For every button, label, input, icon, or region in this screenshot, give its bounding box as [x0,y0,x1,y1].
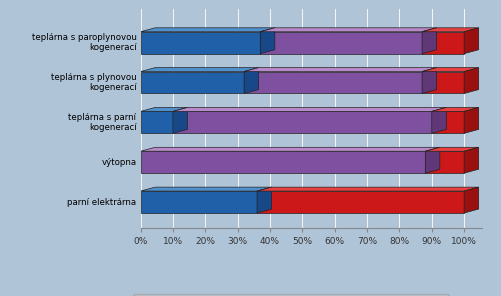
Polygon shape [431,111,463,133]
Polygon shape [140,28,274,32]
Polygon shape [431,107,478,111]
Polygon shape [260,32,421,54]
Polygon shape [140,191,257,213]
Polygon shape [431,107,445,133]
Polygon shape [463,28,478,54]
Polygon shape [424,147,478,151]
Polygon shape [140,187,271,191]
Polygon shape [421,28,436,54]
Polygon shape [243,67,436,72]
Polygon shape [140,151,424,173]
Polygon shape [172,111,431,133]
Polygon shape [140,107,187,111]
Polygon shape [140,147,439,151]
Polygon shape [243,67,258,94]
Polygon shape [424,151,463,173]
Polygon shape [260,28,274,54]
Polygon shape [140,111,172,133]
Polygon shape [172,107,445,111]
Polygon shape [463,67,478,94]
Polygon shape [421,72,463,94]
Polygon shape [172,107,187,133]
Polygon shape [463,147,478,173]
Polygon shape [424,147,439,173]
Polygon shape [257,187,271,213]
Polygon shape [140,72,243,94]
Legend: výroba el. energie %, výroba tepla %, ztráty %: výroba el. energie %, výroba tepla %, zt… [132,294,448,296]
Polygon shape [260,28,436,32]
Polygon shape [463,187,478,213]
Polygon shape [421,67,436,94]
Polygon shape [421,28,478,32]
Polygon shape [243,72,421,94]
Polygon shape [421,32,463,54]
Polygon shape [463,107,478,133]
Polygon shape [257,187,478,191]
Polygon shape [421,67,478,72]
Polygon shape [140,67,258,72]
Polygon shape [257,191,463,213]
Polygon shape [140,32,260,54]
